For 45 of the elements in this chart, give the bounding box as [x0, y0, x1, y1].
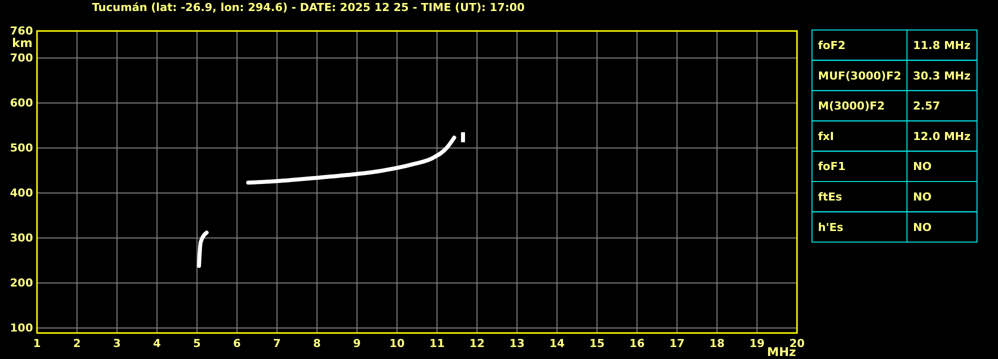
text: 11.8 MHz	[913, 39, 971, 52]
x-tick-label: 12	[469, 336, 485, 350]
x-tick-label: 6	[233, 336, 242, 350]
y-tick-label: 500	[10, 142, 34, 155]
x-tick-label: 2	[73, 336, 81, 350]
y-tick-label: 100	[10, 322, 34, 335]
y-tick-label: 200	[10, 276, 34, 290]
x-tick-label: 9	[353, 336, 361, 350]
y-tick-label: 400	[10, 186, 34, 200]
text: 12.0 MHz	[913, 130, 971, 143]
chart-title: Tucumán (lat: -26.9, lon: 294.6) - DATE: 2025 12 25 - TIME (UT): 17:00	[92, 1, 525, 14]
text: 2.57	[913, 100, 940, 113]
x-tick-label: 1	[33, 336, 41, 350]
y-tick-label: 760	[10, 24, 34, 38]
category-label: MUF(3000)F2	[818, 69, 902, 82]
category-label: fxI	[818, 130, 834, 143]
line-series	[246, 136, 456, 185]
category-label: M(3000)F2	[818, 100, 885, 113]
y-tick-label: 600	[10, 96, 34, 110]
x-tick-label: 8	[313, 336, 321, 350]
x-tick-label: 4	[153, 336, 162, 350]
x-tick-label: 16	[629, 336, 645, 350]
text: NO	[913, 190, 932, 204]
category-label: foF2	[818, 39, 846, 52]
x-tick-label: 15	[589, 336, 605, 350]
x-tick-label: 14	[549, 336, 565, 350]
x-tick-label: 19	[749, 336, 765, 350]
x-tick-label: 13	[509, 336, 525, 350]
category-label: h'Es	[818, 220, 844, 234]
text: 30.3 MHz	[913, 69, 971, 82]
text: NO	[913, 220, 932, 234]
x-tick-label: 17	[669, 336, 685, 350]
category-label: foF1	[818, 160, 846, 174]
x-tick-label: 3	[113, 336, 121, 350]
category-label: ftEs	[818, 190, 843, 204]
x-tick-label: 5	[193, 336, 201, 350]
text: NO	[913, 160, 932, 174]
y-tick-label: 300	[10, 232, 34, 245]
y-tick-label: 700	[10, 52, 34, 65]
x-tick-label: 10	[389, 336, 405, 350]
x-tick-label: 18	[709, 336, 725, 350]
x-tick-label: 11	[429, 336, 445, 350]
y-axis-title: km	[12, 36, 32, 50]
x-tick-label: 7	[273, 336, 281, 350]
x-tick-label: 20	[789, 336, 805, 350]
